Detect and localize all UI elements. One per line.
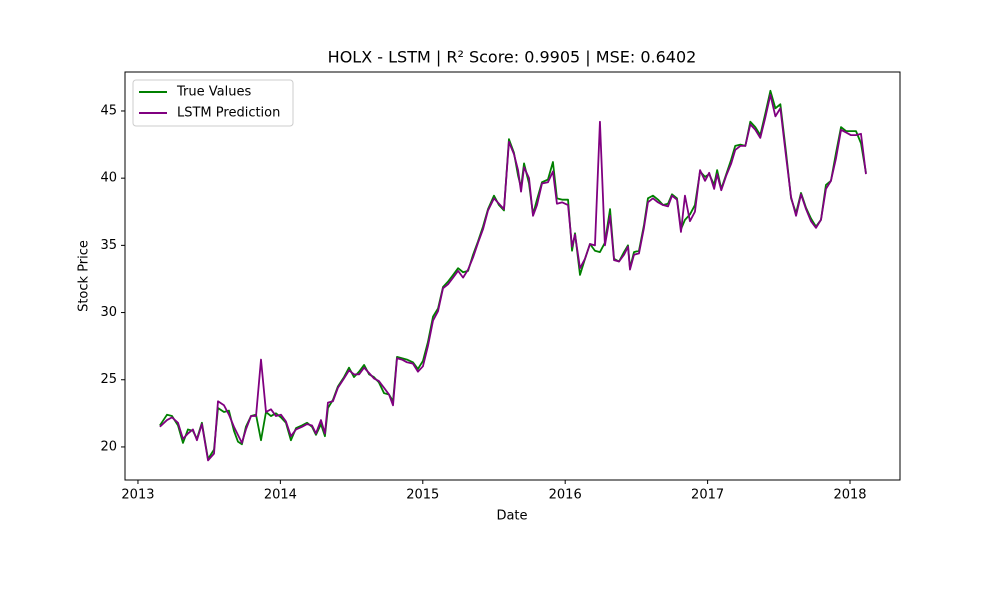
y-tick-label: 35 [100,238,117,253]
legend-label: True Values [176,85,251,100]
y-tick-label: 30 [100,305,117,320]
y-axis-label: Stock Price [77,240,92,312]
chart-title: HOLX - LSTM | R² Score: 0.9905 | MSE: 0.… [328,48,697,67]
x-tick-label: 2014 [264,488,297,503]
legend-box [132,79,294,127]
x-tick-label: 2017 [691,488,724,503]
x-tick-label: 2016 [549,488,582,503]
x-tick-label: 2018 [833,488,866,503]
x-axis-label: Date [496,509,527,524]
y-tick-label: 45 [100,103,117,118]
y-tick-label: 20 [100,439,117,454]
y-tick-label: 25 [100,372,117,387]
series-line [159,93,867,462]
legend-label: LSTM Prediction [177,106,280,121]
plot-frame [124,71,901,481]
x-tick-label: 2013 [121,488,154,503]
y-tick-label: 40 [100,171,117,186]
x-tick-label: 2015 [406,488,439,503]
